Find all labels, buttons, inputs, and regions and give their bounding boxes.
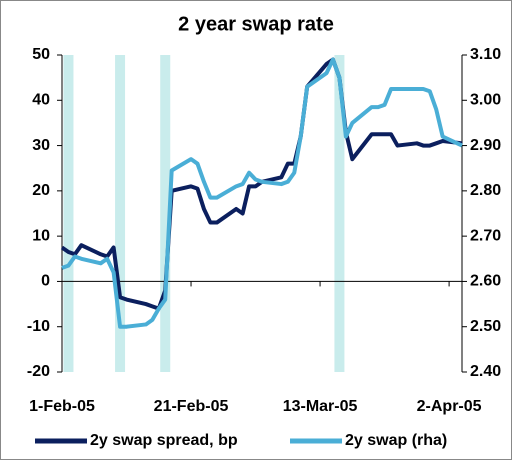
y2-tick-label: 2.50 — [470, 318, 501, 335]
y-tick-label: 20 — [32, 182, 50, 199]
y2-tick-label: 2.60 — [470, 273, 501, 290]
y2-tick-label: 2.70 — [470, 227, 501, 244]
y2-tick-label: 3.00 — [470, 92, 501, 109]
legend-label: 2y swap (rha) — [345, 432, 447, 449]
highlight-band — [115, 55, 126, 372]
y2-tick-label: 2.90 — [470, 137, 501, 154]
x-tick-label: 1-Feb-05 — [29, 398, 95, 415]
highlight-band — [334, 55, 345, 372]
x-tick-label: 2-Apr-05 — [417, 398, 482, 415]
y-tick-label: 40 — [32, 92, 50, 109]
highlight-band — [160, 55, 171, 372]
y-tick-label: -20 — [27, 363, 50, 380]
series-line — [60, 57, 463, 311]
y-tick-label: -10 — [27, 318, 50, 335]
legend-label: 2y swap spread, bp — [90, 432, 238, 449]
y-tick-label: 10 — [32, 227, 50, 244]
y-tick-label: 0 — [41, 273, 50, 290]
x-tick-label: 21-Feb-05 — [154, 398, 229, 415]
y-tick-label: 50 — [32, 46, 50, 63]
chart-title: 2 year swap rate — [178, 13, 334, 35]
y2-tick-label: 2.80 — [470, 182, 501, 199]
highlight-band — [63, 55, 74, 372]
x-tick-label: 13-Mar-05 — [283, 398, 358, 415]
y2-tick-label: 3.10 — [470, 46, 501, 63]
y2-tick-label: 2.40 — [470, 363, 501, 380]
series-line — [61, 57, 463, 329]
y-tick-label: 30 — [32, 137, 50, 154]
